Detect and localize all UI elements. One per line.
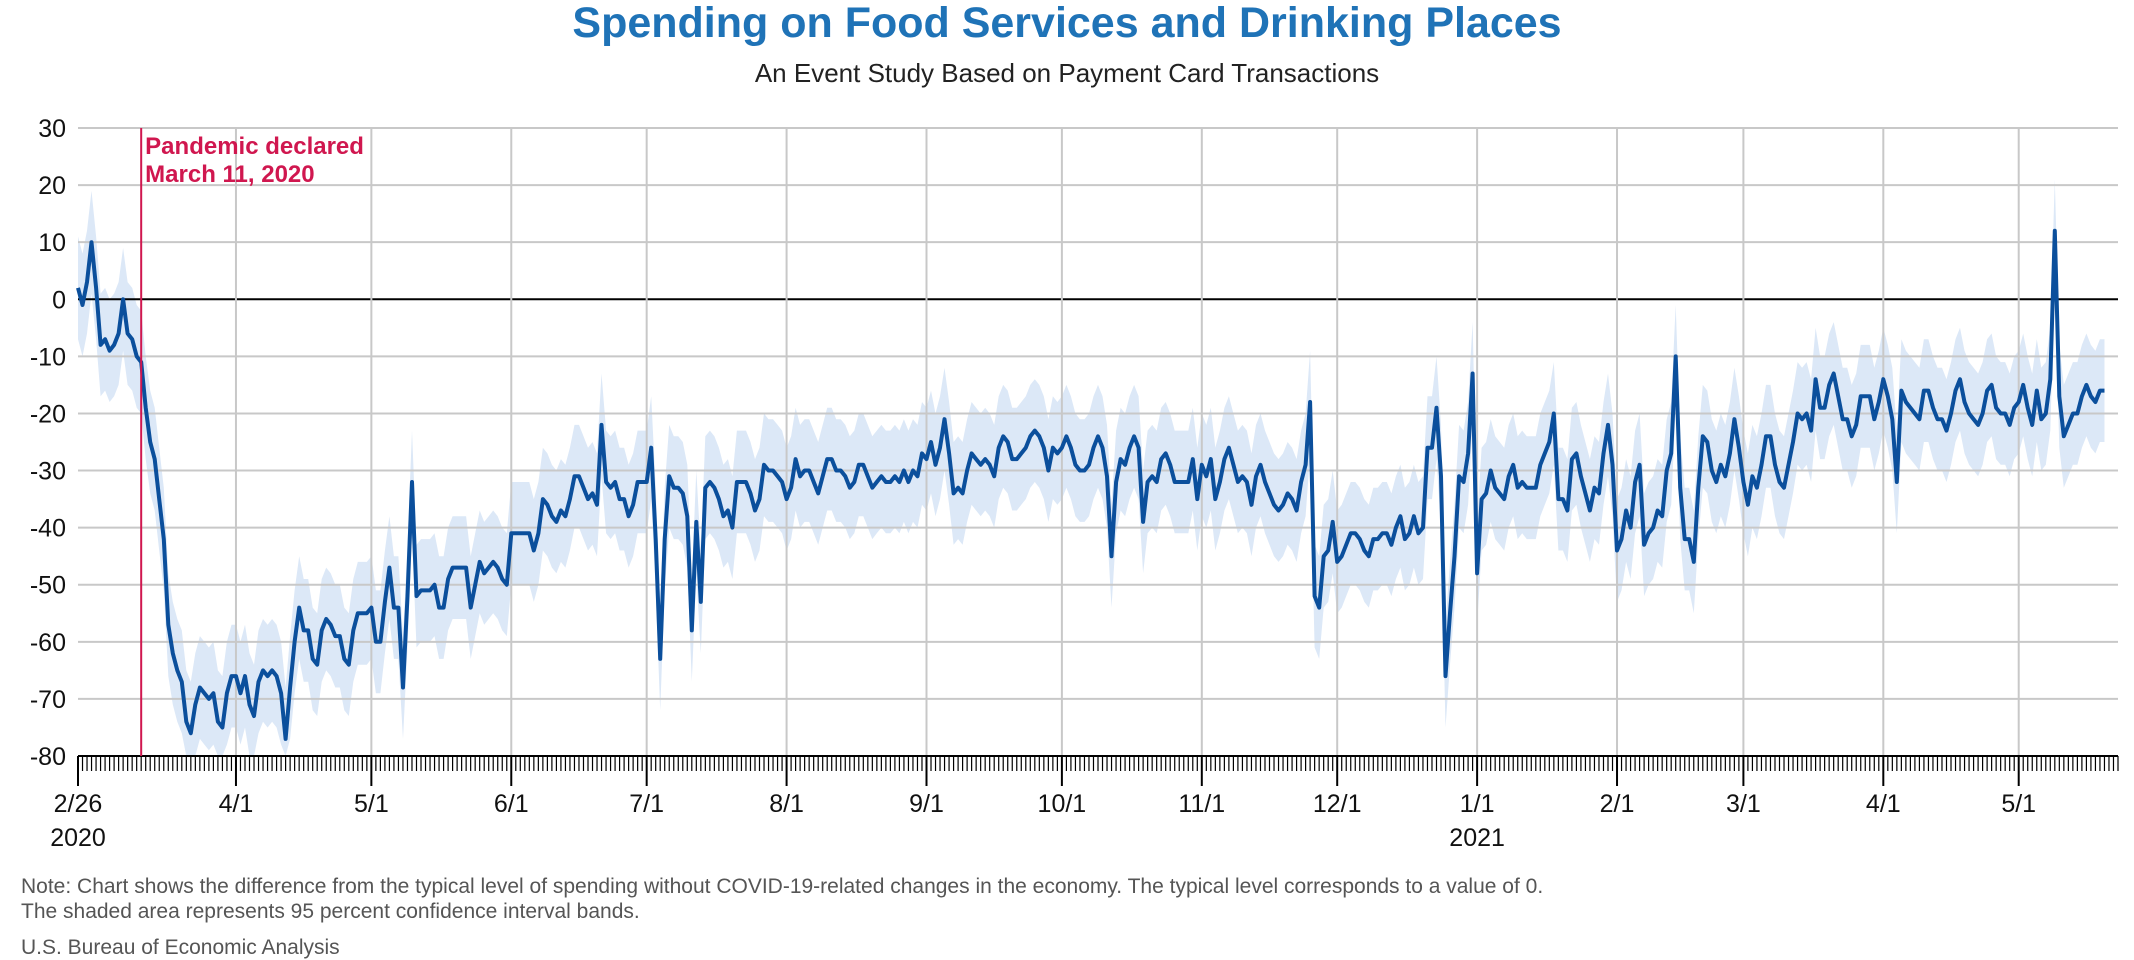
x-tick-label: 2/26 xyxy=(54,790,103,818)
x-tick-label: 10/1 xyxy=(1038,790,1087,818)
confidence-band-layer xyxy=(78,179,2105,756)
annotation-line-1: Pandemic declared xyxy=(145,133,364,160)
y-tick-label: -10 xyxy=(30,343,66,371)
y-axis: 30 20 10 0 -10 -20 -30 -40 -50 -60 -70 -80 xyxy=(30,115,66,771)
y-tick-label: 20 xyxy=(38,172,66,200)
chart-title: Spending on Food Services and Drinking P… xyxy=(572,0,1562,47)
x-tick-label: 7/1 xyxy=(629,790,664,818)
x-tick-label: 12/1 xyxy=(1313,790,1362,818)
series-layer xyxy=(76,228,2105,741)
x-tick-label: 1/1 xyxy=(1460,790,1495,818)
note-line-2: The shaded area represents 95 percent co… xyxy=(21,900,640,923)
chart-subtitle: An Event Study Based on Payment Card Tra… xyxy=(754,58,1380,88)
y-tick-label: -50 xyxy=(30,572,66,600)
x-tick-label: 2/1 xyxy=(1600,790,1635,818)
x-tick-label: 5/1 xyxy=(2001,790,2036,818)
x-year-label: 2020 xyxy=(50,824,106,852)
y-tick-label: 30 xyxy=(38,115,66,143)
note-line-1: Note: Chart shows the difference from th… xyxy=(21,875,1544,898)
x-tick-label: 4/1 xyxy=(1866,790,1901,818)
x-axis: 2/26 2020 4/1 5/1 6/1 7/1 8/1 9/1 10/1 11/1 12/1 1/… xyxy=(50,755,2119,852)
x-year-label: 2021 xyxy=(1449,824,1505,852)
x-tick-label: 5/1 xyxy=(354,790,389,818)
y-tick-label: -70 xyxy=(30,686,66,714)
annotation-line-2: March 11, 2020 xyxy=(145,161,314,188)
y-tick-label: -40 xyxy=(30,515,66,543)
confidence-band xyxy=(78,179,2105,756)
y-tick-label: 10 xyxy=(38,229,66,257)
x-tick-label: 3/1 xyxy=(1726,790,1761,818)
y-tick-label: -60 xyxy=(30,629,66,657)
x-tick-label: 11/1 xyxy=(1178,790,1225,818)
x-tick-label: 8/1 xyxy=(769,790,804,818)
y-tick-label: 0 xyxy=(52,286,66,314)
source-credit: U.S. Bureau of Economic Analysis xyxy=(21,936,340,959)
spending-line xyxy=(76,228,2105,741)
x-tick-label: 4/1 xyxy=(219,790,254,818)
y-tick-label: -20 xyxy=(30,400,66,428)
x-tick-label: 9/1 xyxy=(909,790,944,818)
x-tick-label: 6/1 xyxy=(494,790,529,818)
line-chart: 2/26 2020 4/1 5/1 6/1 7/1 8/1 9/1 10/1 11/1 12/1 1/… xyxy=(30,115,2119,852)
y-tick-label: -30 xyxy=(30,458,66,486)
y-tick-label: -80 xyxy=(30,743,66,771)
